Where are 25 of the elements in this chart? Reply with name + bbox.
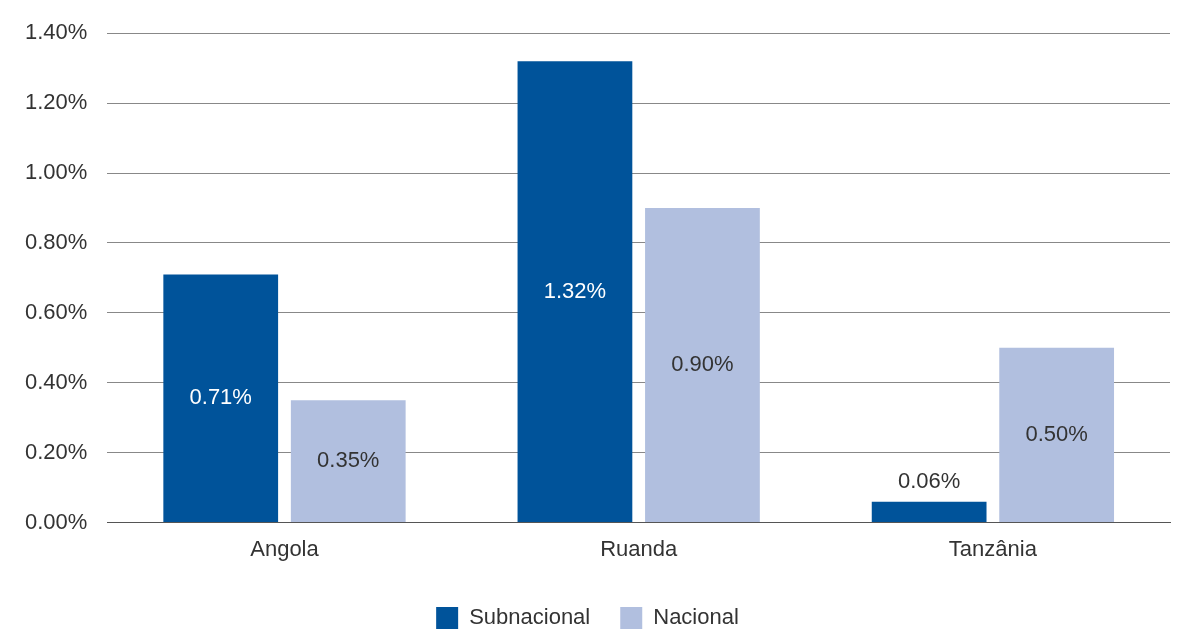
legend-label: Nacional xyxy=(653,604,739,630)
data-label: 0.90% xyxy=(671,351,734,377)
y-tick-label: 1.40% xyxy=(24,19,88,45)
bar xyxy=(517,61,633,523)
x-tick-label: Tanzânia xyxy=(948,535,1038,561)
data-label: 1.32% xyxy=(543,277,607,303)
y-tick-label: 0.80% xyxy=(24,229,88,255)
bar xyxy=(871,501,987,523)
x-tick-label: Ruanda xyxy=(600,535,678,561)
y-tick-label: 1.00% xyxy=(24,159,88,185)
legend-label: Subnacional xyxy=(469,604,591,630)
y-tick-label: 0.00% xyxy=(24,508,88,534)
y-tick-label: 0.60% xyxy=(24,298,88,324)
y-tick-label: 1.20% xyxy=(24,89,88,115)
bar xyxy=(645,207,760,523)
data-label: 0.50% xyxy=(1025,421,1088,447)
data-label: 0.35% xyxy=(317,447,380,473)
x-tick-label: Angola xyxy=(250,535,320,561)
bar xyxy=(163,274,279,523)
y-tick-label: 0.20% xyxy=(24,438,88,464)
bar xyxy=(999,347,1115,523)
data-label: 0.06% xyxy=(897,467,961,493)
y-tick-label: 0.40% xyxy=(24,368,88,394)
data-label: 0.71% xyxy=(189,384,252,410)
bar xyxy=(290,400,406,523)
